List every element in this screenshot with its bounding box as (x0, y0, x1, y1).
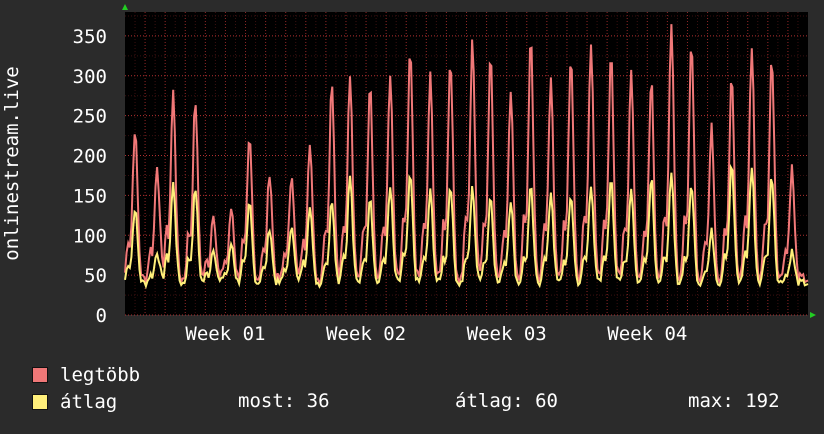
y-axis-arrow (122, 4, 128, 10)
x-tick-label: Week 03 (467, 323, 547, 345)
y-tick-label: 100 (73, 225, 107, 247)
legend-item-avg: átlag (32, 390, 117, 414)
x-tick-label: Week 02 (326, 323, 406, 345)
y-tick-label: 300 (73, 66, 107, 88)
x-axis-arrow (810, 312, 816, 318)
legend-swatch-avg (32, 394, 48, 410)
legend-label-avg: átlag (60, 391, 118, 413)
y-tick-label: 50 (84, 265, 107, 287)
y-tick-label: 250 (73, 106, 107, 128)
y-axis-label: onlinestream.live (1, 66, 23, 260)
legend-label-max: legtöbb (60, 364, 141, 386)
y-tick-label: 350 (73, 26, 107, 48)
y-tick-label: 200 (73, 146, 107, 168)
stat-current: most: 36 (238, 390, 330, 412)
legend-swatch-max (32, 367, 48, 383)
stat-maximum: max: 192 (688, 390, 780, 412)
legend-item-max: legtöbb (32, 363, 140, 387)
series-line-avg (124, 163, 809, 290)
series-line-max (124, 24, 809, 288)
y-tick-label: 150 (73, 185, 107, 207)
x-tick-label: Week 01 (185, 323, 265, 345)
y-tick-label: 0 (96, 305, 107, 327)
x-tick-label: Week 04 (607, 323, 687, 345)
stat-average: átlag: 60 (455, 390, 558, 412)
